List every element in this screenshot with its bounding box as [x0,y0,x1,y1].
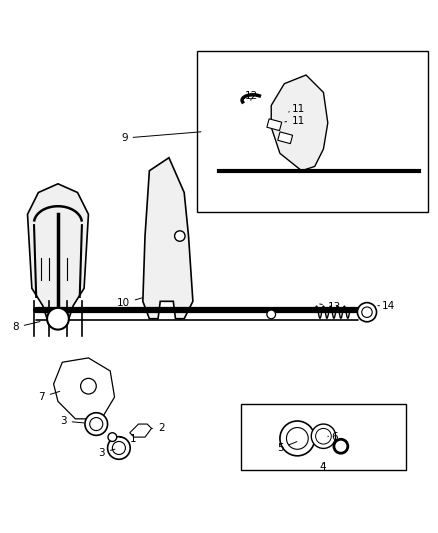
Circle shape [267,310,276,319]
Circle shape [108,437,130,459]
Text: 10: 10 [117,298,142,309]
Text: 3: 3 [99,448,115,458]
Text: 6: 6 [328,432,338,442]
Text: 5: 5 [277,442,297,454]
Text: 7: 7 [38,391,60,402]
Text: 3: 3 [60,416,84,426]
Text: 2: 2 [152,423,165,433]
Text: 11: 11 [285,116,305,126]
PathPatch shape [28,184,88,319]
Text: 1: 1 [120,434,136,444]
Circle shape [311,424,336,448]
Circle shape [362,307,372,318]
Bar [241,403,406,470]
Text: 4: 4 [319,462,325,472]
Circle shape [85,413,108,435]
Circle shape [108,433,117,441]
Circle shape [280,421,315,456]
Text: 11: 11 [289,104,305,114]
Text: 13: 13 [320,302,341,312]
PathPatch shape [130,424,152,437]
Circle shape [334,439,348,453]
PathPatch shape [143,158,193,319]
Circle shape [316,429,331,444]
Bar [267,119,282,131]
Circle shape [81,378,96,394]
PathPatch shape [53,358,115,419]
Circle shape [286,427,308,449]
Text: 9: 9 [121,132,201,143]
Circle shape [175,231,185,241]
Text: 12: 12 [245,91,258,101]
Circle shape [357,303,377,322]
Circle shape [90,417,103,431]
Circle shape [47,308,69,329]
Bar [278,132,293,144]
Text: 8: 8 [12,321,40,333]
PathPatch shape [271,75,328,171]
Circle shape [113,441,125,455]
Text: 14: 14 [378,301,396,311]
Bar [197,51,428,212]
